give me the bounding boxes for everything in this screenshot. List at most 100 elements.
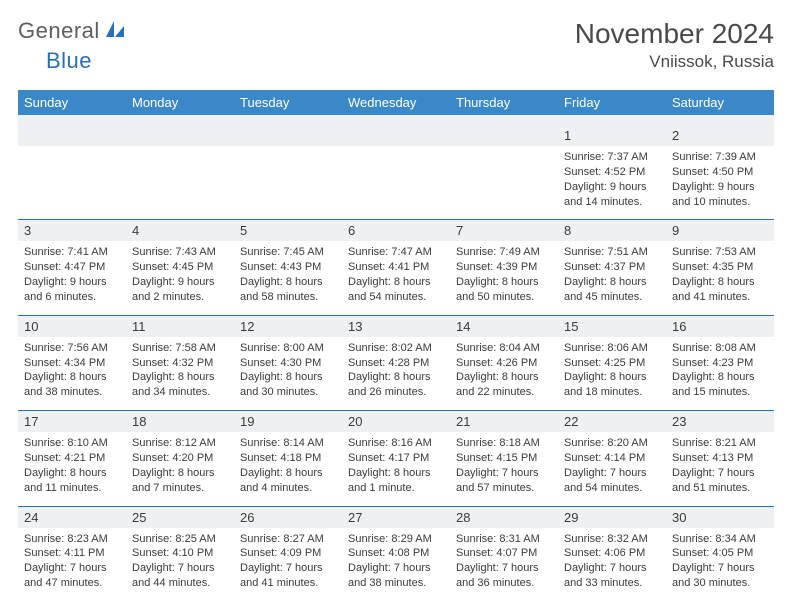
daylight-line: Daylight: 9 hours and 2 minutes.: [132, 275, 228, 305]
logo-text-1: General: [18, 18, 100, 44]
sunrise-line: Sunrise: 8:12 AM: [132, 436, 228, 451]
col-tuesday: Tuesday: [234, 90, 342, 115]
day-number-cell: 7: [450, 220, 558, 242]
day-details: Sunrise: 8:16 AMSunset: 4:17 PMDaylight:…: [346, 434, 446, 499]
day-cell: Sunrise: 7:41 AMSunset: 4:47 PMDaylight:…: [18, 241, 126, 315]
day-details: Sunrise: 7:41 AMSunset: 4:47 PMDaylight:…: [22, 243, 122, 308]
day-cell: Sunrise: 8:34 AMSunset: 4:05 PMDaylight:…: [666, 528, 774, 601]
day-details: Sunrise: 8:00 AMSunset: 4:30 PMDaylight:…: [238, 339, 338, 404]
day-cell: Sunrise: 7:45 AMSunset: 4:43 PMDaylight:…: [234, 241, 342, 315]
day-details: Sunrise: 7:39 AMSunset: 4:50 PMDaylight:…: [670, 148, 770, 213]
day-details: Sunrise: 8:32 AMSunset: 4:06 PMDaylight:…: [562, 530, 662, 595]
day-number-cell: 29: [558, 506, 666, 528]
day-number-cell: 21: [450, 411, 558, 433]
day-number-cell: 3: [18, 220, 126, 242]
day-cell: Sunrise: 8:12 AMSunset: 4:20 PMDaylight:…: [126, 432, 234, 506]
day-details: Sunrise: 8:27 AMSunset: 4:09 PMDaylight:…: [238, 530, 338, 595]
week-daynum-row: 3456789: [18, 220, 774, 242]
day-number-cell: 10: [18, 315, 126, 337]
day-number-cell: 19: [234, 411, 342, 433]
day-number: 30: [672, 510, 686, 525]
day-number: 22: [564, 414, 578, 429]
week-daynum-row: 24252627282930: [18, 506, 774, 528]
daylight-line: Daylight: 8 hours and 1 minute.: [348, 466, 444, 496]
sunrise-line: Sunrise: 7:37 AM: [564, 150, 660, 165]
day-cell: Sunrise: 8:32 AMSunset: 4:06 PMDaylight:…: [558, 528, 666, 601]
calendar-body: 1 2 Sunrise: 7:37 AMSunset: 4:52 PM Dayligh…: [18, 125, 774, 601]
daylight-line: Daylight: 7 hours and 51 minutes.: [672, 466, 768, 496]
day-number-cell: 9: [666, 220, 774, 242]
sunset-line: Sunset: 4:47 PM: [24, 260, 120, 275]
page-title: November 2024: [575, 18, 774, 50]
day-number-cell: 25: [126, 506, 234, 528]
sunset-line: Sunset: 4:07 PM: [456, 546, 552, 561]
sunrise-line: Sunrise: 8:21 AM: [672, 436, 768, 451]
day-cell: [18, 146, 126, 220]
sunrise-line: Sunrise: 8:14 AM: [240, 436, 336, 451]
day-number-cell: 26: [234, 506, 342, 528]
sunrise-line: Sunrise: 8:06 AM: [564, 341, 660, 356]
week-content-row: Sunrise: 7:41 AMSunset: 4:47 PMDaylight:…: [18, 241, 774, 315]
day-number-cell: 18: [126, 411, 234, 433]
day-number: 2: [672, 128, 679, 143]
day-details: Sunrise: 8:06 AMSunset: 4:25 PMDaylight:…: [562, 339, 662, 404]
day-header-row: Sunday Monday Tuesday Wednesday Thursday…: [18, 90, 774, 115]
day-number-cell: 30: [666, 506, 774, 528]
day-cell: Sunrise: 8:00 AMSunset: 4:30 PMDaylight:…: [234, 337, 342, 411]
day-number: 26: [240, 510, 254, 525]
daylight-line: Daylight: 7 hours and 47 minutes.: [24, 561, 120, 591]
logo-text-2: Blue: [46, 48, 92, 73]
sunset-line: Sunset: 4:10 PM: [132, 546, 228, 561]
col-sunday: Sunday: [18, 90, 126, 115]
sunrise-line: Sunrise: 8:08 AM: [672, 341, 768, 356]
day-cell: Sunrise: 8:21 AMSunset: 4:13 PMDaylight:…: [666, 432, 774, 506]
sunrise-line: Sunrise: 8:29 AM: [348, 532, 444, 547]
day-number: 3: [24, 223, 31, 238]
day-details: Sunrise: 8:29 AMSunset: 4:08 PMDaylight:…: [346, 530, 446, 595]
col-monday: Monday: [126, 90, 234, 115]
day-details: Sunrise: 8:08 AMSunset: 4:23 PMDaylight:…: [670, 339, 770, 404]
sunrise-line: Sunrise: 8:00 AM: [240, 341, 336, 356]
day-cell: Sunrise: 8:27 AMSunset: 4:09 PMDaylight:…: [234, 528, 342, 601]
sunset-line: Sunset: 4:14 PM: [564, 451, 660, 466]
day-number: 1: [564, 128, 571, 143]
day-number: 23: [672, 414, 686, 429]
day-details: Sunrise: 8:02 AMSunset: 4:28 PMDaylight:…: [346, 339, 446, 404]
sunrise-line: Sunrise: 8:10 AM: [24, 436, 120, 451]
sunrise-line: Sunrise: 8:23 AM: [24, 532, 120, 547]
week-content-row: Sunrise: 8:23 AMSunset: 4:11 PMDaylight:…: [18, 528, 774, 601]
daylight-line: Daylight: 8 hours and 26 minutes.: [348, 370, 444, 400]
daylight-line: Daylight: 9 hours and 10 minutes.: [672, 180, 768, 210]
day-number: 19: [240, 414, 254, 429]
day-cell: Sunrise: 8:04 AMSunset: 4:26 PMDaylight:…: [450, 337, 558, 411]
daylight-line: Daylight: 7 hours and 36 minutes.: [456, 561, 552, 591]
day-cell: Sunrise: 8:20 AMSunset: 4:14 PMDaylight:…: [558, 432, 666, 506]
day-number: 11: [132, 319, 146, 334]
sunset-line: Sunset: 4:39 PM: [456, 260, 552, 275]
day-number-cell: [234, 125, 342, 146]
day-cell: [450, 146, 558, 220]
sunrise-line: Sunrise: 8:27 AM: [240, 532, 336, 547]
sunset-line: Sunset: 4:08 PM: [348, 546, 444, 561]
sunrise-line: Sunrise: 8:34 AM: [672, 532, 768, 547]
sunrise-line: Sunrise: 8:16 AM: [348, 436, 444, 451]
sunset-line: Sunset: 4:52 PM: [564, 165, 660, 180]
day-details: Sunrise: 7:51 AMSunset: 4:37 PMDaylight:…: [562, 243, 662, 308]
day-number: 14: [456, 319, 470, 334]
day-cell: Sunrise: 8:08 AMSunset: 4:23 PMDaylight:…: [666, 337, 774, 411]
day-details: Sunrise: 8:20 AMSunset: 4:14 PMDaylight:…: [562, 434, 662, 499]
sunset-line: Sunset: 4:05 PM: [672, 546, 768, 561]
sunset-line: Sunset: 4:20 PM: [132, 451, 228, 466]
daylight-line: Daylight: 8 hours and 22 minutes.: [456, 370, 552, 400]
day-number: 27: [348, 510, 362, 525]
day-number: 9: [672, 223, 679, 238]
sunrise-line: Sunrise: 7:49 AM: [456, 245, 552, 260]
daylight-line: Daylight: 8 hours and 30 minutes.: [240, 370, 336, 400]
daylight-line: Daylight: 7 hours and 54 minutes.: [564, 466, 660, 496]
day-number-cell: [450, 125, 558, 146]
day-cell: Sunrise: 7:49 AMSunset: 4:39 PMDaylight:…: [450, 241, 558, 315]
daylight-line: Daylight: 8 hours and 18 minutes.: [564, 370, 660, 400]
sunset-line: Sunset: 4:35 PM: [672, 260, 768, 275]
sunset-line: Sunset: 4:32 PM: [132, 356, 228, 371]
sunrise-line: Sunrise: 8:31 AM: [456, 532, 552, 547]
